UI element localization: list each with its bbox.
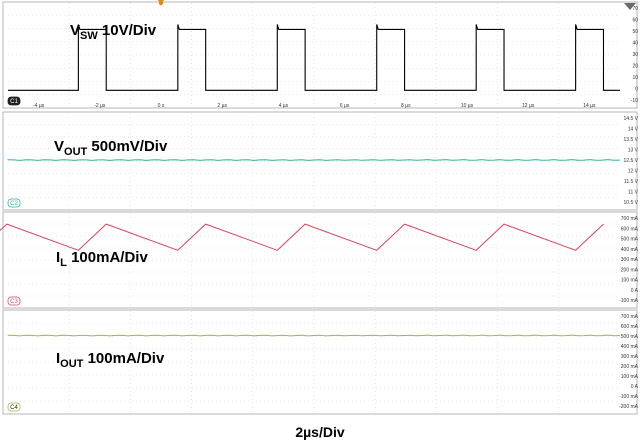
- scroll-indicator-icon[interactable]: [624, 3, 636, 10]
- x-tick-label: 12 µs: [522, 103, 535, 109]
- y-tick-label: 0: [635, 87, 638, 93]
- oscilloscope-screen: 70 60 50 40 30 20 10 0 -10 C1 VSW 10V/Div 14.5 V 14 …: [0, 0, 639, 415]
- x-tick-label: 10 µs: [461, 103, 474, 109]
- y-tick-label: -100 mA: [619, 394, 639, 400]
- channel-badge-label: C1: [10, 99, 18, 105]
- x-tick-label: 4 µs: [279, 103, 289, 109]
- panel-c2: 14.5 V 14 V 13.5 V 13 V 12.5 V 12 V 11.5 V 11 V…: [2, 111, 639, 211]
- y-tick-label: 100 mA: [621, 374, 639, 380]
- channel-badge-label: C4: [10, 405, 18, 411]
- y-tick-label: 200 mA: [621, 267, 639, 273]
- panel-c3: 700 mA 600 mA 500 mA 400 mA 300 mA 200 mA 100 …: [0, 211, 639, 309]
- y-tick-label: 700 mA: [621, 314, 639, 320]
- timebase-label: 2µs/Div: [295, 424, 345, 440]
- y-tick-label: 60: [632, 18, 638, 24]
- y-tick-label: 50: [632, 29, 638, 35]
- y-tick-label: 200 mA: [621, 364, 639, 370]
- y-tick-label: 0 A: [631, 288, 639, 294]
- y-tick-label: 30: [632, 52, 638, 58]
- y-tick-label: 300 mA: [621, 257, 639, 263]
- y-tick-label: 400 mA: [621, 344, 639, 350]
- y-tick-label: 14.5 V: [624, 116, 639, 122]
- y-tick-label: 12 V: [628, 169, 639, 175]
- y-tick-label: 500 mA: [621, 237, 639, 243]
- channel-scale-label: IL 100mA/Div: [56, 249, 148, 269]
- x-tick-label: 6 µs: [340, 103, 350, 109]
- channel-scale-label: VOUT 500mV/Div: [54, 138, 168, 158]
- y-tick-label: 300 mA: [621, 354, 639, 360]
- y-tick-label: 12.5 V: [624, 158, 639, 164]
- y-tick-label: 10.5 V: [624, 200, 639, 206]
- x-tick-label: -4 µs: [33, 103, 45, 109]
- y-tick-label: 700 mA: [621, 216, 639, 222]
- panel-c4: 700 mA 600 mA 500 mA 400 mA 300 mA 200 mA 100 …: [2, 309, 639, 415]
- y-tick-label: -100 mA: [619, 298, 639, 304]
- x-tick-label: 2 µs: [217, 103, 227, 109]
- x-tick-label: -2 µs: [94, 103, 106, 109]
- y-tick-label: 600 mA: [621, 226, 639, 232]
- y-tick-label: -10: [631, 98, 638, 104]
- y-tick-label: 13 V: [628, 148, 639, 154]
- trace-c2: [7, 159, 621, 161]
- channel-badge[interactable]: [7, 296, 21, 306]
- y-tick-label: 11.5 V: [624, 179, 639, 185]
- x-tick-label: 0 s: [158, 103, 165, 109]
- y-tick-label: 11 V: [628, 190, 639, 196]
- channel-badge[interactable]: [7, 96, 21, 106]
- y-tick-label: 400 mA: [621, 247, 639, 253]
- y-tick-label: 10: [632, 75, 638, 81]
- y-tick-label: 100 mA: [621, 278, 639, 284]
- y-tick-label: 70: [632, 6, 638, 12]
- y-tick-label: 500 mA: [621, 334, 639, 340]
- y-tick-label: 20: [632, 64, 638, 70]
- channel-scale-label: IOUT 100mA/Div: [56, 350, 165, 370]
- y-tick-label: 40: [632, 41, 638, 47]
- channel-badge-label: C2: [10, 201, 18, 207]
- trace-c4: [7, 334, 621, 337]
- y-tick-label: 0 A: [631, 384, 639, 390]
- y-tick-label: 14 V: [628, 127, 639, 133]
- channel-badge[interactable]: [7, 198, 21, 208]
- x-axis: -4 µs -2 µs 0 s 2 µs 4 µs 6 µs 8 µs 10 µs 12 µs 1…: [33, 103, 596, 109]
- panel-c1: 70 60 50 40 30 20 10 0 -10 C1 VSW 10V/Div: [2, 1, 638, 109]
- x-tick-label: 14 µs: [583, 103, 596, 109]
- channel-badge[interactable]: [7, 402, 21, 412]
- trigger-dot: [158, 0, 164, 6]
- channel-scale-label: VSW 10V/Div: [70, 22, 157, 42]
- x-tick-label: 8 µs: [401, 103, 411, 109]
- y-tick-label: -200 mA: [619, 404, 639, 410]
- y-tick-label: 13.5 V: [624, 137, 639, 143]
- trace-c1: [8, 24, 620, 91]
- y-tick-label: 600 mA: [621, 324, 639, 330]
- trace-c3: [0, 223, 604, 251]
- channel-badge-label: C3: [10, 299, 18, 305]
